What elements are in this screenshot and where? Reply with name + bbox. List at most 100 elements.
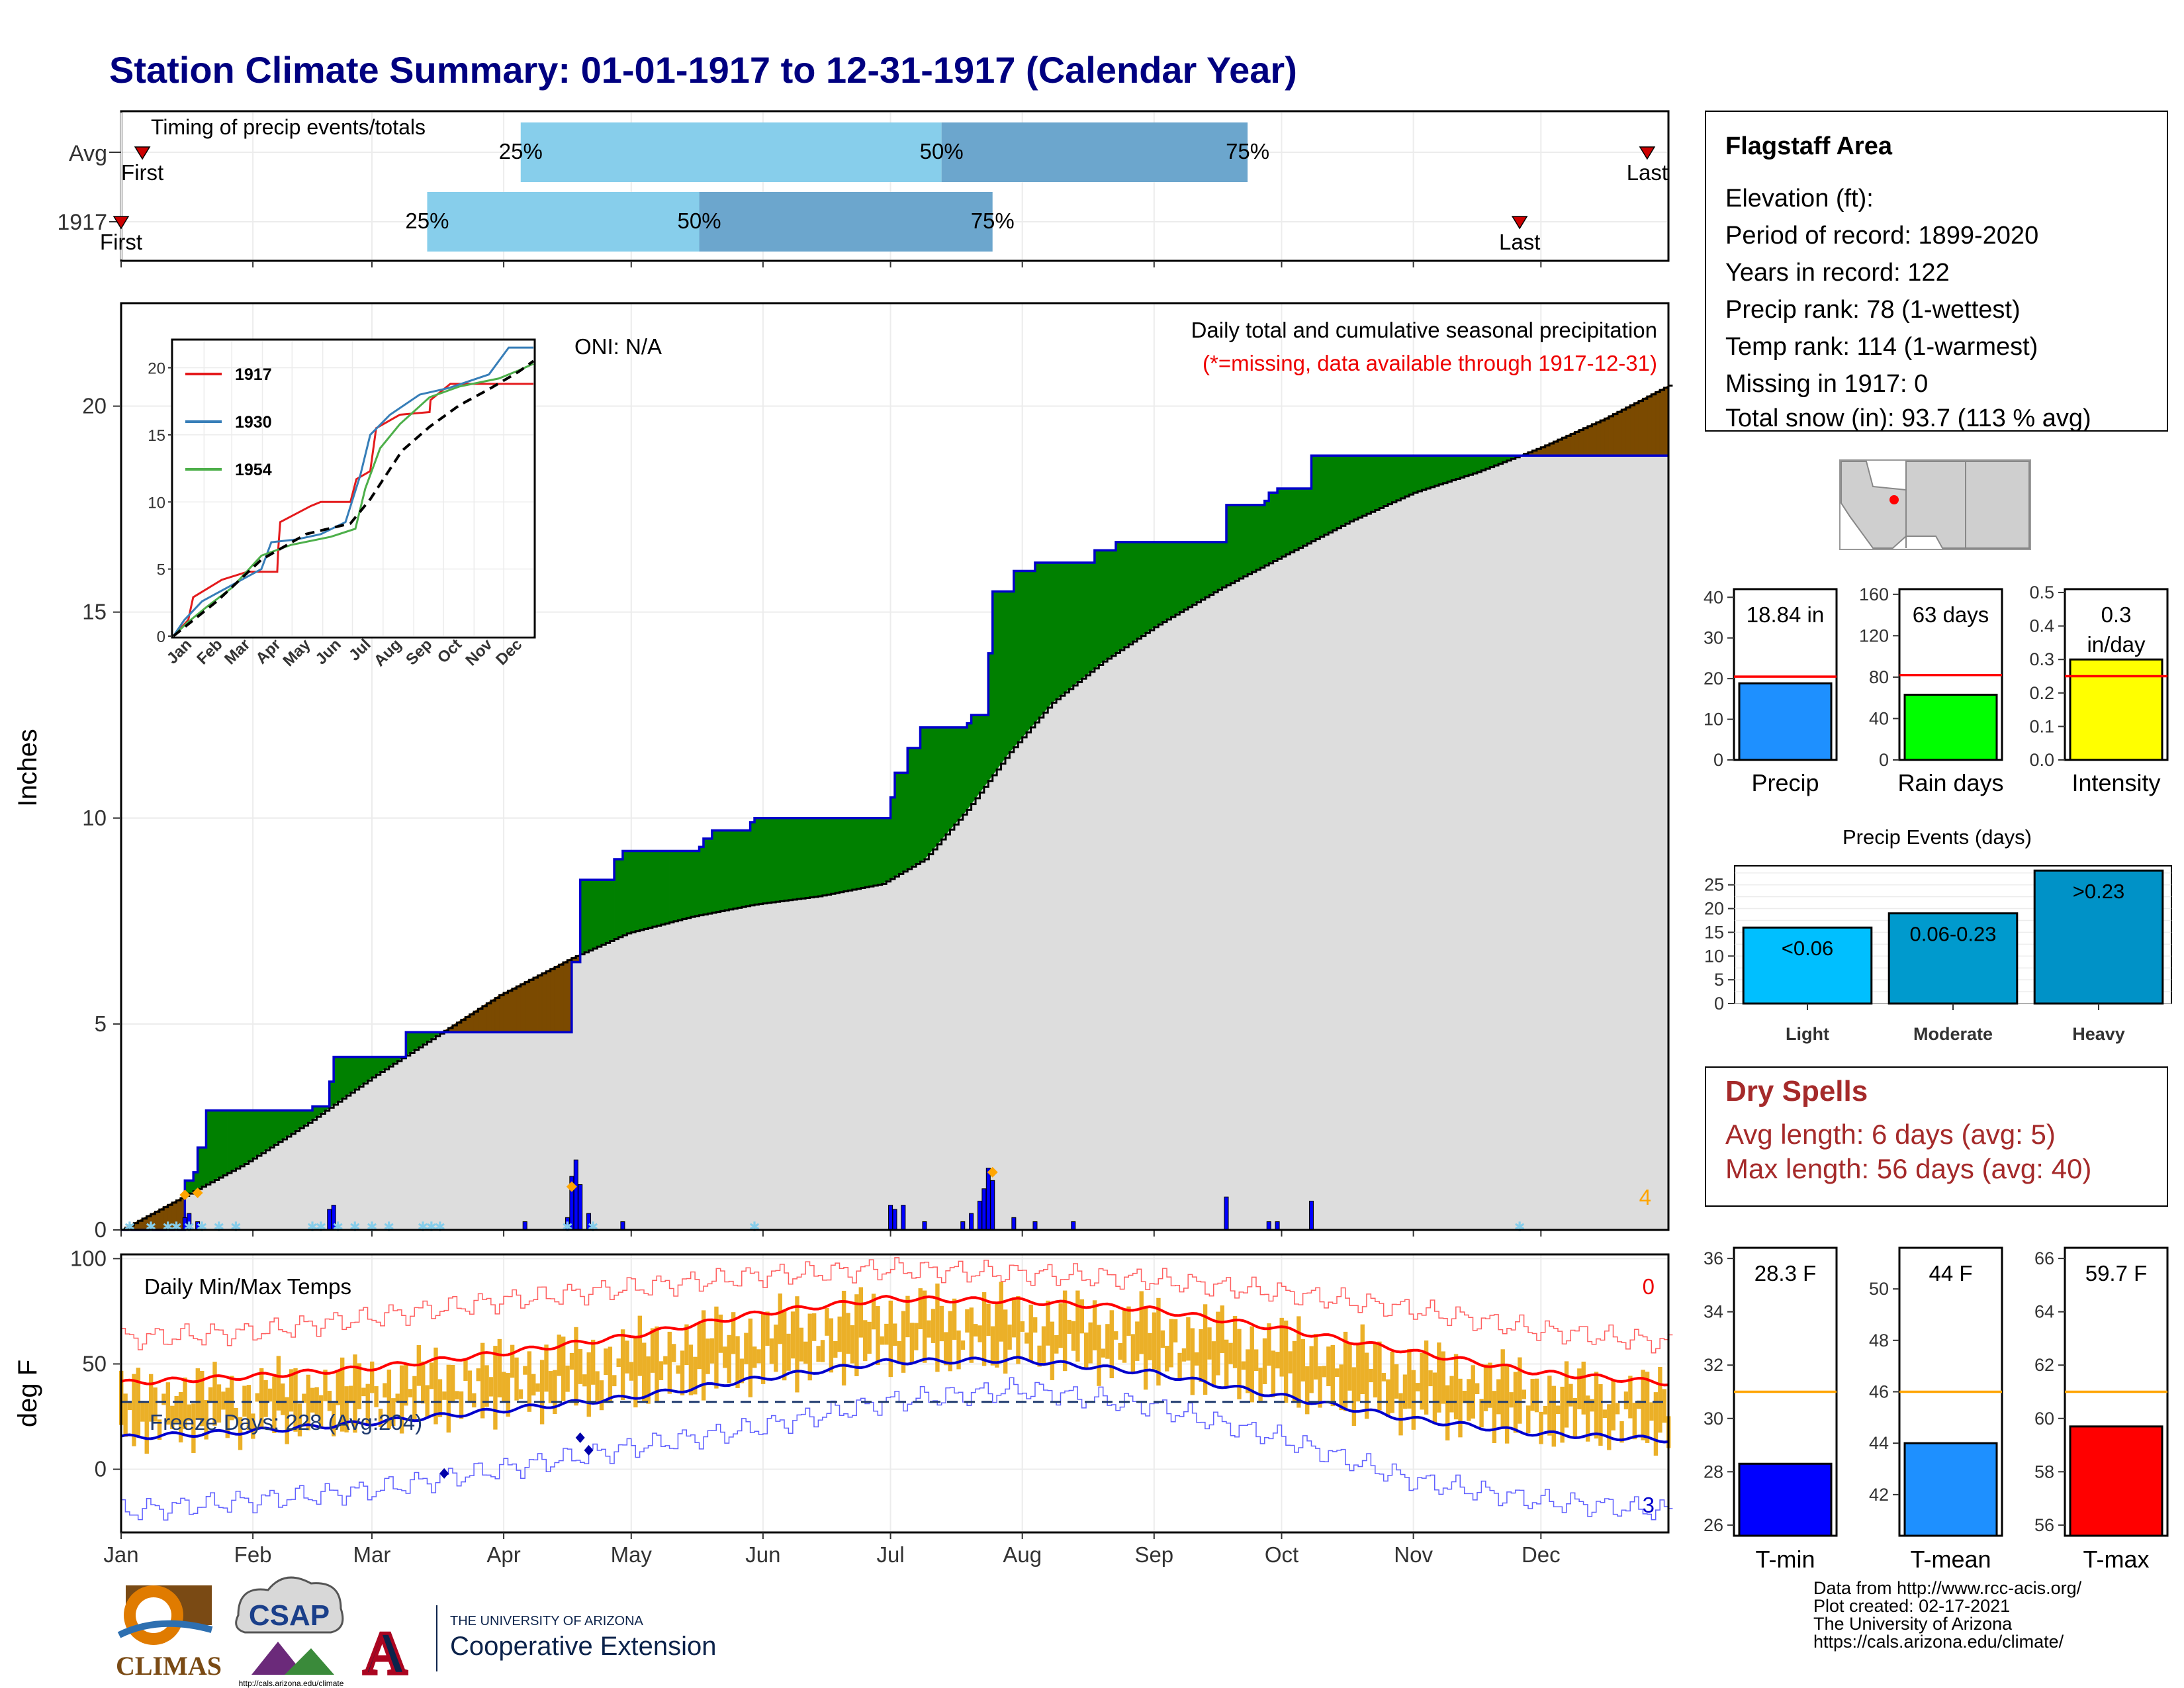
above-normal-fill bbox=[201, 1147, 206, 1188]
daily-temp-range-bar bbox=[510, 1344, 515, 1378]
snow-day-marker: ✱ bbox=[588, 1220, 599, 1235]
summary-category-label: T-mean bbox=[1910, 1546, 1991, 1573]
daily-temp-range-bar bbox=[1377, 1341, 1382, 1411]
timing-pct-label: 50% bbox=[678, 209, 721, 233]
above-normal-fill bbox=[643, 851, 649, 929]
snow-day-marker: ✱ bbox=[124, 1220, 135, 1235]
daily-temp-range-bar bbox=[1173, 1319, 1178, 1342]
above-normal-fill bbox=[1447, 455, 1452, 483]
daily-temp-range-bar bbox=[944, 1332, 948, 1366]
daily-temp-range-bar bbox=[897, 1341, 901, 1364]
events-category-label: Light bbox=[1786, 1024, 1829, 1044]
daily-temp-range-bar bbox=[1416, 1383, 1420, 1391]
summary-ytick-label: 10 bbox=[1704, 710, 1723, 729]
above-normal-fill bbox=[1277, 488, 1282, 559]
daily-temp-range-bar bbox=[267, 1388, 273, 1402]
daily-temp-range-bar bbox=[421, 1361, 426, 1404]
above-normal-fill bbox=[354, 1056, 359, 1090]
timing-marker-label: First bbox=[121, 160, 163, 185]
below-normal-fill bbox=[529, 977, 534, 1033]
average-high-line bbox=[120, 1295, 1669, 1387]
above-normal-fill bbox=[1426, 455, 1431, 489]
above-normal-fill bbox=[1094, 550, 1099, 669]
daily-temp-range-bar bbox=[582, 1374, 587, 1387]
daily-temp-range-bar bbox=[569, 1352, 574, 1370]
inset-average-line bbox=[172, 359, 535, 637]
above-normal-fill bbox=[826, 818, 831, 895]
daily-precip-bar bbox=[892, 1209, 897, 1231]
daily-temp-range-bar bbox=[735, 1336, 740, 1389]
daily-temp-range-bar bbox=[1360, 1324, 1365, 1395]
above-normal-fill bbox=[911, 747, 917, 867]
daily-temp-range-bar bbox=[1526, 1405, 1531, 1434]
daily-temp-range-bar bbox=[850, 1325, 855, 1364]
daily-temp-range-bar bbox=[1241, 1361, 1246, 1370]
summary-category-label: Rain days bbox=[1897, 769, 2003, 796]
daily-temp-range-bar bbox=[140, 1401, 145, 1422]
above-normal-fill bbox=[338, 1056, 343, 1102]
summary-value-label: in/day bbox=[2087, 632, 2146, 657]
daily-temp-range-bar bbox=[1585, 1395, 1590, 1442]
daily-temp-range-bar bbox=[1653, 1392, 1659, 1456]
above-normal-fill bbox=[971, 714, 976, 805]
daily-temp-range-bar bbox=[1598, 1383, 1603, 1446]
daily-temp-range-bar bbox=[378, 1409, 383, 1428]
daily-temp-range-bar bbox=[1632, 1403, 1637, 1440]
above-normal-fill bbox=[1422, 455, 1427, 491]
below-normal-fill bbox=[516, 984, 522, 1033]
daily-temp-range-bar bbox=[807, 1313, 812, 1381]
daily-temp-range-bar bbox=[748, 1318, 753, 1397]
main-subtitle: Daily total and cumulative seasonal prec… bbox=[1191, 318, 1657, 342]
above-normal-fill bbox=[1273, 492, 1278, 562]
summary-ytick-label: 0.3 bbox=[2029, 649, 2054, 669]
snow-day-marker: ✱ bbox=[383, 1220, 394, 1235]
above-normal-fill bbox=[210, 1110, 215, 1183]
above-normal-fill bbox=[1408, 455, 1414, 495]
climas-logo: CLIMAS bbox=[116, 1585, 222, 1681]
above-normal-fill bbox=[1243, 504, 1248, 577]
above-normal-fill bbox=[252, 1110, 257, 1159]
daily-temp-range-bar bbox=[790, 1311, 796, 1359]
daily-temp-range-bar bbox=[935, 1284, 940, 1372]
above-normal-fill bbox=[729, 830, 734, 910]
daily-temp-range-bar bbox=[1437, 1342, 1441, 1413]
daily-temp-range-bar bbox=[404, 1364, 408, 1406]
above-normal-fill bbox=[1306, 488, 1312, 544]
daily-temp-range-bar bbox=[1572, 1397, 1578, 1438]
below-normal-fill bbox=[1659, 387, 1664, 456]
above-normal-fill bbox=[762, 818, 768, 904]
daily-temp-range-bar bbox=[888, 1300, 893, 1378]
inset-ytick-label: 0 bbox=[157, 628, 165, 646]
above-normal-fill bbox=[720, 830, 725, 912]
below-normal-fill bbox=[537, 972, 543, 1033]
summary-ytick-label: 26 bbox=[1704, 1515, 1723, 1535]
daily-temp-range-bar bbox=[1024, 1333, 1029, 1344]
above-normal-fill bbox=[1238, 504, 1244, 579]
above-normal-fill bbox=[852, 818, 857, 890]
above-normal-fill bbox=[843, 818, 848, 892]
above-normal-fill bbox=[792, 818, 797, 900]
daily-temp-range-bar bbox=[429, 1362, 434, 1389]
daily-temp-range-bar bbox=[1156, 1297, 1161, 1386]
timing-marker-label: First bbox=[100, 230, 142, 254]
above-normal-fill bbox=[1417, 455, 1422, 492]
daily-temp-range-bar bbox=[1003, 1309, 1008, 1374]
above-normal-fill bbox=[592, 879, 598, 949]
daily-temp-range-bar bbox=[1602, 1409, 1608, 1419]
inset-legend-label: 1917 bbox=[235, 365, 272, 384]
location-map bbox=[1839, 459, 2031, 550]
summary-category-label: Intensity bbox=[2071, 769, 2160, 796]
above-normal-fill bbox=[359, 1056, 364, 1088]
daily-temp-range-bar bbox=[1551, 1385, 1556, 1447]
summary-value-label: 44 F bbox=[1929, 1261, 1972, 1286]
daily-temp-range-bar bbox=[922, 1290, 927, 1363]
daily-precip-bar bbox=[1275, 1221, 1280, 1231]
above-normal-fill bbox=[287, 1110, 292, 1137]
above-normal-fill bbox=[1260, 504, 1265, 568]
below-normal-fill bbox=[1643, 396, 1648, 456]
summary-ytick-label: 120 bbox=[1859, 626, 1889, 645]
daily-temp-range-bar bbox=[1190, 1328, 1195, 1395]
daily-temp-range-bar bbox=[1216, 1311, 1220, 1376]
above-normal-fill bbox=[605, 879, 610, 943]
summary-ytick-label: 20 bbox=[1704, 669, 1723, 688]
